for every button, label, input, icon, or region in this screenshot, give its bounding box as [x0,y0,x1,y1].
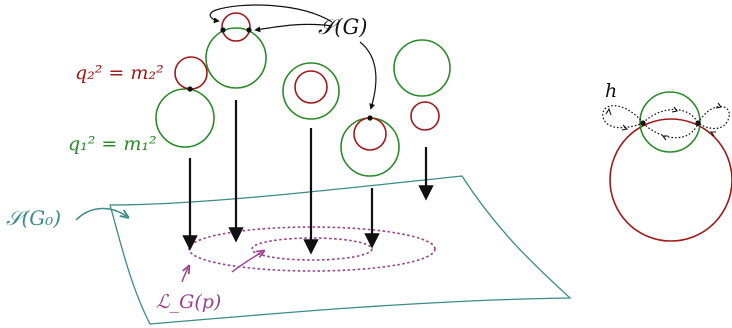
h-loop-right [697,105,730,130]
h-arrowhead-5 [715,102,722,109]
label-sg: 𝒮(G) [318,15,367,39]
h-arrowhead-1 [605,107,612,116]
green-circle-4 [340,117,400,177]
green-circle-2 [205,27,267,89]
red-circle-2 [221,12,251,42]
touch-point-4 [367,115,373,121]
level-curve-inner [251,237,373,261]
label-q2: q₂² = m₂² [75,62,164,84]
green-circle-1 [155,88,215,148]
surface-label-arrow [75,207,126,221]
sg-arrow-to-circle4 [359,41,377,110]
h-arrowhead-6 [709,131,716,137]
touch-point-2b [246,27,252,33]
h-loop-left-cross-2 [642,108,699,124]
green-circle-3 [282,62,340,120]
touch-point-2a [220,27,226,33]
green-circle-5 [393,39,451,97]
label-level-set: ℒ_G(p) [156,291,221,313]
red-circle-1 [174,56,208,90]
red-circle-5 [410,101,440,131]
surface-g0 [109,175,572,325]
h-arrowhead-2 [621,124,629,131]
h-arrowhead-4 [661,135,668,141]
h-loop-left-cross [642,122,699,139]
sg-arrow-to-circle2 [254,23,333,33]
right-red-circle [609,118,732,242]
level-label-arrow-1 [231,252,262,273]
level-label-arrow-2 [181,268,188,283]
h-arrowhead-3 [671,106,678,113]
label-q1: q₁² = m₁² [68,133,157,155]
label-h: h [605,80,617,102]
sg-arrow-loop [209,4,333,24]
red-circle-4 [353,117,387,151]
touch-point-1 [187,86,193,92]
label-sg0: 𝒮(G₀) [6,206,61,230]
red-circle-3 [294,70,328,104]
